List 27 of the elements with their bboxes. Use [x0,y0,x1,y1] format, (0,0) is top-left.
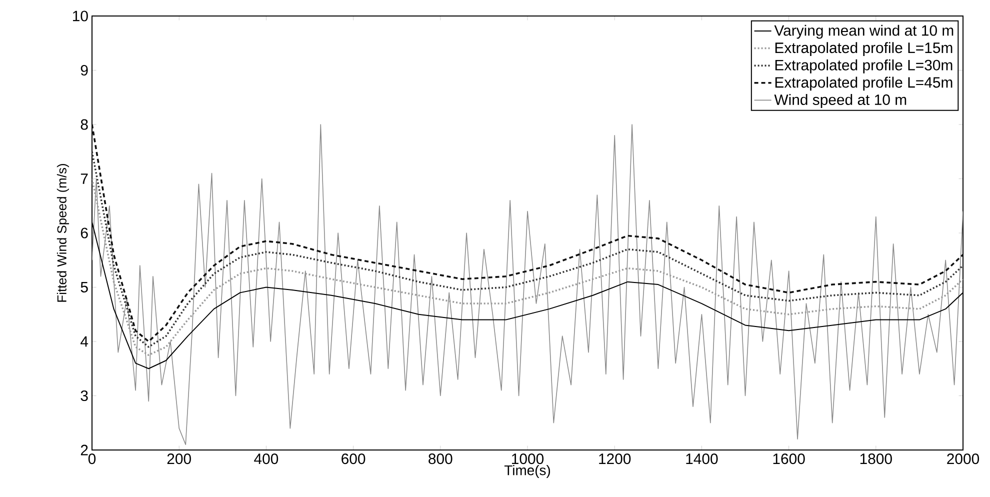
x-tick-label: 800 [428,454,452,464]
y-tick-label: 3 [80,390,88,402]
x-tick-label: 0 [88,454,96,464]
x-tick-label: 1600 [773,454,805,464]
legend-label: Extrapolated profile L=30m [775,59,952,74]
y-tick-label: 2 [80,444,88,456]
legend-label: Extrapolated profile L=45m [775,76,952,91]
x-tick-label: 2000 [947,454,980,464]
legend-label: Wind speed at 10 m [774,94,906,108]
y-tick-label: 9 [80,64,88,76]
y-tick-label: 10 [73,10,88,22]
x-axis-title: Time(s) [504,464,550,478]
x-tick-label: 1800 [860,454,892,464]
x-tick-label: 1200 [599,454,631,464]
legend-label: Varying mean wind at 10 m [774,24,954,39]
x-tick-label: 200 [167,454,191,464]
y-tick-label: 7 [80,174,88,184]
y-tick-label: 8 [80,119,88,130]
x-tick-label: 1400 [686,454,718,464]
y-tick-label: 5 [80,282,88,292]
x-tick-label: 1000 [512,454,544,464]
x-tick-label: 400 [254,454,278,464]
y-axis-title: Fitted Wind Speed (m/s) [56,164,70,302]
legend-label: Extrapolated profile L=15m [775,42,952,56]
y-tick-label: 6 [80,228,88,238]
y-tick-label: 4 [80,336,88,347]
x-tick-label: 600 [342,454,366,464]
